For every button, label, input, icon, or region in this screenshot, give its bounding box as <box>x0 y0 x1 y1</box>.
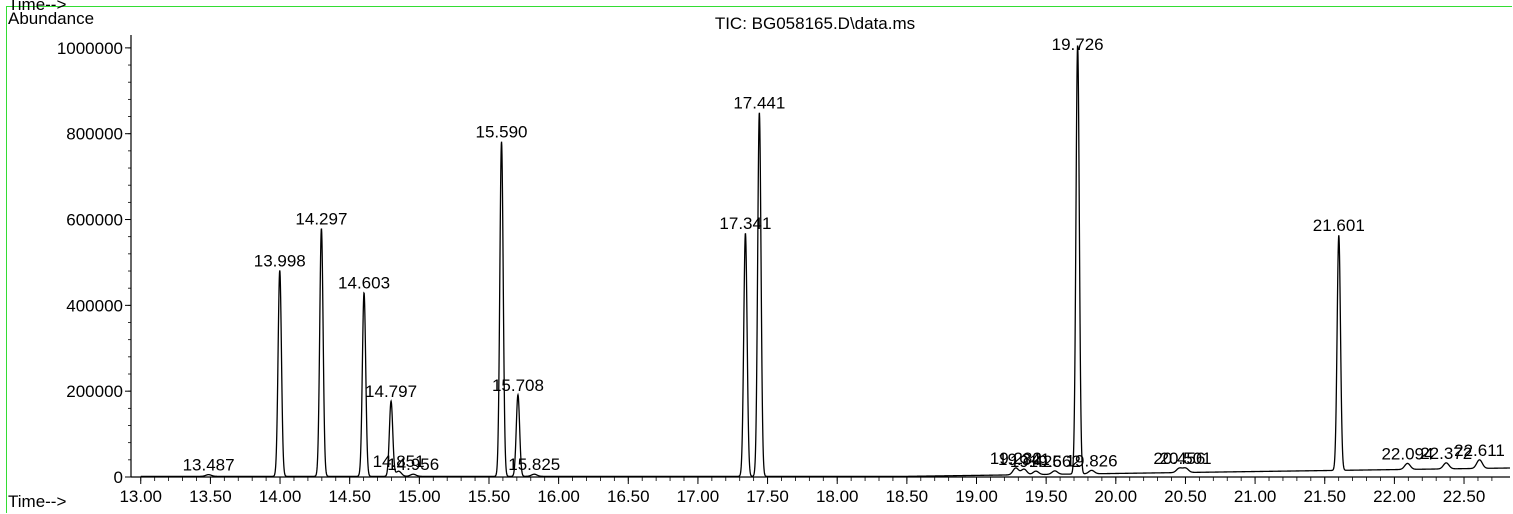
y-tick-label: 0 <box>114 468 123 487</box>
peak-label: 21.601 <box>1313 216 1365 235</box>
x-tick-label: 22.00 <box>1373 487 1416 506</box>
x-tick-label: 14.50 <box>328 487 371 506</box>
peak-label: 19.826 <box>1066 451 1118 470</box>
x-axis-label: Time--> <box>8 492 66 511</box>
peak-label: 22.094 <box>1381 444 1433 463</box>
y-tick-label: 400000 <box>66 296 123 315</box>
peak-label: 19.341 <box>998 450 1050 469</box>
x-tick-label: 15.00 <box>398 487 441 506</box>
x-tick-label: 21.50 <box>1303 487 1346 506</box>
peak-label: 19.426 <box>1010 452 1062 471</box>
peak-label: 15.590 <box>476 123 528 142</box>
peak-label: 19.282 <box>990 449 1042 468</box>
peak-label: 19.726 <box>1052 35 1104 54</box>
y-tick-label: 200000 <box>66 382 123 401</box>
x-tick-label: 19.50 <box>1025 487 1068 506</box>
peak-label: 22.372 <box>1420 444 1472 463</box>
peak-label: 13.487 <box>183 456 235 475</box>
x-tick-label: 20.50 <box>1164 487 1207 506</box>
x-tick-label: 16.00 <box>537 487 580 506</box>
x-tick-label: 13.50 <box>189 487 232 506</box>
peak-labels: 13.487 13.998 14.297 14.603 14.797 14.85114.9… <box>183 35 1505 475</box>
y-axis-label: Abundance <box>8 9 94 28</box>
peak-label: 14.956 <box>387 455 439 474</box>
x-tick-label: 15.50 <box>468 487 511 506</box>
x-tick-label: 18.50 <box>886 487 929 506</box>
x-tick-label: 14.00 <box>259 487 302 506</box>
x-tick-label: 18.00 <box>816 487 859 506</box>
peak-label: 13.998 <box>254 251 306 270</box>
peak-label: 17.441 <box>733 93 785 112</box>
peak-label: 14.851 <box>373 452 425 471</box>
peak-label: 14.297 <box>295 209 347 228</box>
peak-label: 22.611 <box>1454 441 1505 460</box>
peak-label: 15.708 <box>492 376 544 395</box>
chart-frame <box>6 6 1512 513</box>
x-tick-label: 16.50 <box>607 487 650 506</box>
peak-label: 17.341 <box>719 214 771 233</box>
peak-label: 14.603 <box>338 274 390 293</box>
y-tick-label: 800000 <box>66 125 123 144</box>
x-ticks: 13.00 13.50 14.00 14.50 15.00 15.50 16.00 16.50… <box>119 477 1493 506</box>
peak-label: 15.825 <box>508 455 560 474</box>
peak-label: 20.501 <box>1160 449 1212 468</box>
tic-trace <box>140 45 1511 478</box>
peak-label: 19.562 <box>1029 452 1081 471</box>
y-tick-label: 600000 <box>66 211 123 230</box>
chart-title: TIC: BG058165.D\data.ms <box>715 14 915 33</box>
y-tick-label: 1000000 <box>57 39 123 58</box>
x-tick-label: 22.50 <box>1443 487 1486 506</box>
x-tick-label: 13.00 <box>119 487 162 506</box>
peak-label: 20.456 <box>1153 449 1205 468</box>
x-tick-label: 21.00 <box>1234 487 1277 506</box>
x-tick-label: 20.00 <box>1095 487 1138 506</box>
x-tick-label: 17.50 <box>746 487 789 506</box>
x-tick-label: 17.00 <box>677 487 720 506</box>
top-time-label: Time--> <box>8 0 66 14</box>
peak-label: 14.797 <box>365 382 417 401</box>
x-tick-label: 19.00 <box>955 487 998 506</box>
y-ticks: 0 200000 400000 600000 800000 1000000 <box>57 39 131 487</box>
